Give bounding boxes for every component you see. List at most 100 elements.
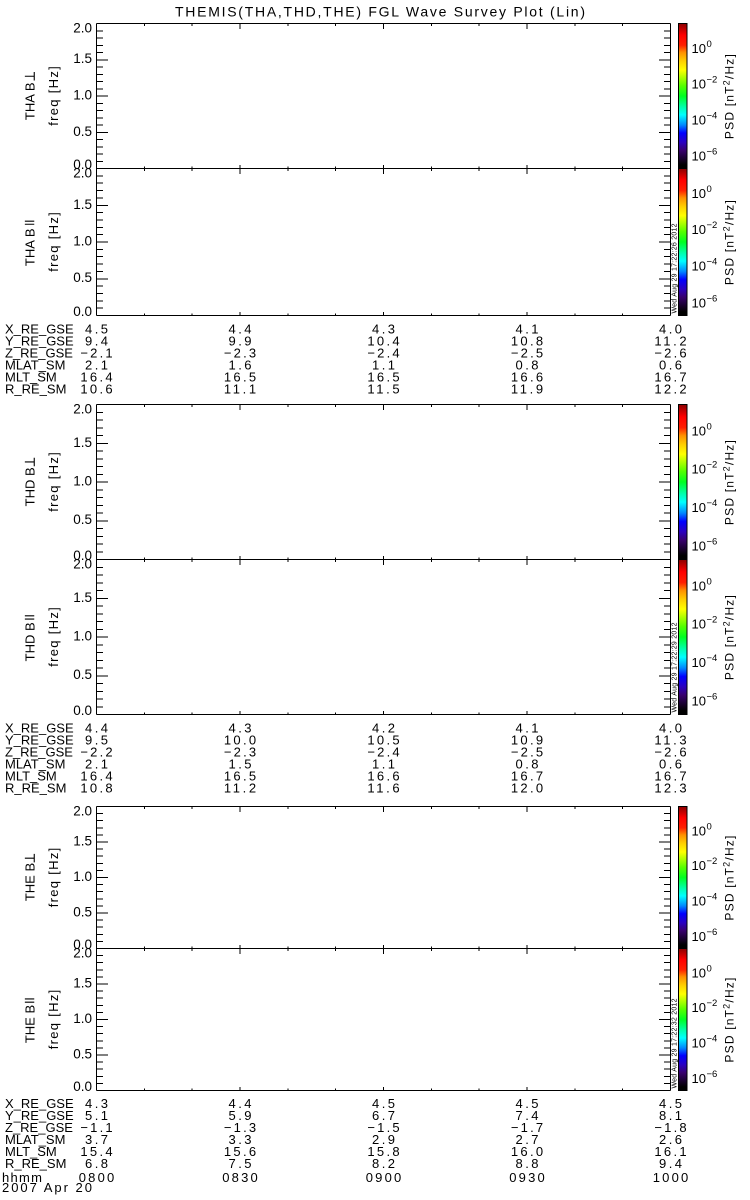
svg-text:2.0: 2.0 xyxy=(73,804,92,819)
svg-text:4.5: 4.5 xyxy=(659,1096,682,1111)
svg-text:0.6: 0.6 xyxy=(659,757,682,772)
svg-text:0.0: 0.0 xyxy=(73,548,92,563)
svg-text:4.4: 4.4 xyxy=(85,721,108,736)
svg-text:0.0: 0.0 xyxy=(73,1079,92,1094)
svg-text:0.0: 0.0 xyxy=(73,703,92,718)
svg-text:−4: −4 xyxy=(707,653,718,664)
svg-text:freq [Hz]: freq [Hz] xyxy=(46,212,61,272)
svg-text:0.6: 0.6 xyxy=(659,358,682,373)
svg-text:PSD [nT2/Hz]: PSD [nT2/Hz] xyxy=(722,594,737,680)
svg-text:2.6: 2.6 xyxy=(659,1132,682,1147)
svg-text:10: 10 xyxy=(692,1000,706,1015)
svg-text:−4: −4 xyxy=(707,1033,718,1044)
svg-text:2.0: 2.0 xyxy=(73,166,92,181)
svg-text:11.2: 11.2 xyxy=(224,781,256,796)
svg-text:Y_RE_GSE: Y_RE_GSE xyxy=(5,733,74,748)
svg-text:1.5: 1.5 xyxy=(73,834,92,849)
svg-text:−6: −6 xyxy=(707,692,718,703)
svg-text:10: 10 xyxy=(692,823,706,838)
svg-text:0.8: 0.8 xyxy=(516,358,539,373)
svg-text:10: 10 xyxy=(692,616,706,631)
svg-text:freq [Hz]: freq [Hz] xyxy=(46,452,61,512)
svg-text:8.1: 8.1 xyxy=(659,1108,682,1123)
svg-text:Y_RE_GSE: Y_RE_GSE xyxy=(5,334,74,349)
svg-text:Y_RE_GSE: Y_RE_GSE xyxy=(5,1108,74,1123)
svg-text:MLT_SM: MLT_SM xyxy=(5,370,57,385)
svg-text:THD B: THD B xyxy=(22,622,37,661)
svg-text:4.4: 4.4 xyxy=(229,1096,252,1111)
svg-text:0: 0 xyxy=(707,39,712,50)
svg-text:1.0: 1.0 xyxy=(73,474,92,489)
svg-text:−2: −2 xyxy=(707,459,718,470)
svg-text:1.1: 1.1 xyxy=(372,757,395,772)
svg-text:−2: −2 xyxy=(707,614,718,625)
svg-text:11.1: 11.1 xyxy=(224,382,256,397)
svg-text:0.0: 0.0 xyxy=(73,937,92,952)
svg-text:1.0: 1.0 xyxy=(73,869,92,884)
svg-text:2.7: 2.7 xyxy=(516,1132,539,1147)
svg-text:PSD [nT2/Hz]: PSD [nT2/Hz] xyxy=(722,976,737,1062)
svg-text:4.3: 4.3 xyxy=(372,322,395,337)
svg-text:−4: −4 xyxy=(707,891,718,902)
svg-text:THA B: THA B xyxy=(22,82,37,120)
svg-text:1.5: 1.5 xyxy=(73,435,92,450)
svg-text:hhmm: hhmm xyxy=(2,1170,42,1185)
svg-text:12.2: 12.2 xyxy=(654,382,686,397)
svg-text:R_RE_SM: R_RE_SM xyxy=(5,382,66,397)
svg-text:−6: −6 xyxy=(707,293,718,304)
svg-text:4.1: 4.1 xyxy=(516,721,539,736)
svg-text:9.4: 9.4 xyxy=(85,334,108,349)
svg-text:Wed Aug 29 17:22:29 2012: Wed Aug 29 17:22:29 2012 xyxy=(672,622,679,712)
svg-text:11.6: 11.6 xyxy=(367,781,399,796)
svg-text:10: 10 xyxy=(692,965,706,980)
svg-text:2.1: 2.1 xyxy=(85,757,108,772)
svg-text:0.0: 0.0 xyxy=(73,157,92,172)
svg-text:freq [Hz]: freq [Hz] xyxy=(46,607,61,667)
svg-text:5.1: 5.1 xyxy=(85,1108,108,1123)
svg-text:0.5: 0.5 xyxy=(73,512,92,527)
svg-text:1.0: 1.0 xyxy=(73,88,92,103)
svg-text:10: 10 xyxy=(692,694,706,709)
svg-text:11.5: 11.5 xyxy=(367,382,399,397)
svg-text:4.0: 4.0 xyxy=(659,721,682,736)
svg-text:MLAT_SM: MLAT_SM xyxy=(5,757,65,772)
svg-text:1.5: 1.5 xyxy=(73,590,92,605)
svg-text:freq [Hz]: freq [Hz] xyxy=(46,66,61,126)
svg-text:10: 10 xyxy=(692,929,706,944)
svg-text:10: 10 xyxy=(692,858,706,873)
svg-text:−6: −6 xyxy=(707,927,718,938)
svg-text:11.3: 11.3 xyxy=(654,733,686,748)
svg-text:2.0: 2.0 xyxy=(73,402,92,417)
svg-text:1.0: 1.0 xyxy=(73,1011,92,1026)
svg-text:4.5: 4.5 xyxy=(372,1096,395,1111)
svg-text:Z_RE_GSE: Z_RE_GSE xyxy=(5,1120,73,1135)
svg-text:3.7: 3.7 xyxy=(85,1132,108,1147)
svg-text:1.6: 1.6 xyxy=(229,358,252,373)
svg-text:9.5: 9.5 xyxy=(85,733,108,748)
svg-text:7.5: 7.5 xyxy=(229,1156,252,1171)
svg-text:10: 10 xyxy=(692,424,706,439)
svg-text:4.2: 4.2 xyxy=(372,721,395,736)
svg-text:Wed Aug 29 17:22:32 2012: Wed Aug 29 17:22:32 2012 xyxy=(672,998,679,1088)
svg-text:10: 10 xyxy=(692,149,706,164)
svg-text:0: 0 xyxy=(707,821,712,832)
svg-text:10: 10 xyxy=(692,112,706,127)
svg-text:1.1: 1.1 xyxy=(372,358,395,373)
svg-text:−4: −4 xyxy=(707,110,718,121)
svg-text:−2: −2 xyxy=(707,856,718,867)
svg-text:0: 0 xyxy=(707,577,712,588)
svg-text:10: 10 xyxy=(692,893,706,908)
svg-text:10: 10 xyxy=(692,1035,706,1050)
svg-text:4.3: 4.3 xyxy=(229,721,252,736)
svg-text:MLT_SM: MLT_SM xyxy=(5,1144,57,1159)
svg-text:−6: −6 xyxy=(707,147,718,158)
svg-text:10: 10 xyxy=(692,41,706,56)
svg-text:10: 10 xyxy=(692,579,706,594)
svg-text:freq [Hz]: freq [Hz] xyxy=(46,990,61,1050)
svg-text:−6: −6 xyxy=(707,537,718,548)
svg-text:8.8: 8.8 xyxy=(516,1156,539,1171)
svg-text:3.3: 3.3 xyxy=(229,1132,252,1147)
svg-text:6.8: 6.8 xyxy=(85,1156,108,1171)
svg-text:5.9: 5.9 xyxy=(229,1108,252,1123)
svg-text:1.5: 1.5 xyxy=(73,976,92,991)
